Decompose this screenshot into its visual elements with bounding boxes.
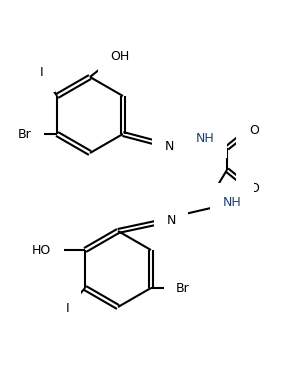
Text: O: O	[249, 181, 259, 195]
Text: NH: NH	[223, 196, 242, 208]
Text: I: I	[39, 66, 43, 80]
Text: O: O	[249, 124, 259, 136]
Text: N: N	[165, 141, 174, 153]
Text: OH: OH	[110, 49, 130, 63]
Text: N: N	[166, 213, 176, 227]
Text: Br: Br	[18, 127, 32, 141]
Text: HO: HO	[32, 244, 51, 256]
Text: NH: NH	[196, 132, 215, 146]
Text: I: I	[65, 302, 69, 316]
Text: Br: Br	[176, 282, 190, 294]
